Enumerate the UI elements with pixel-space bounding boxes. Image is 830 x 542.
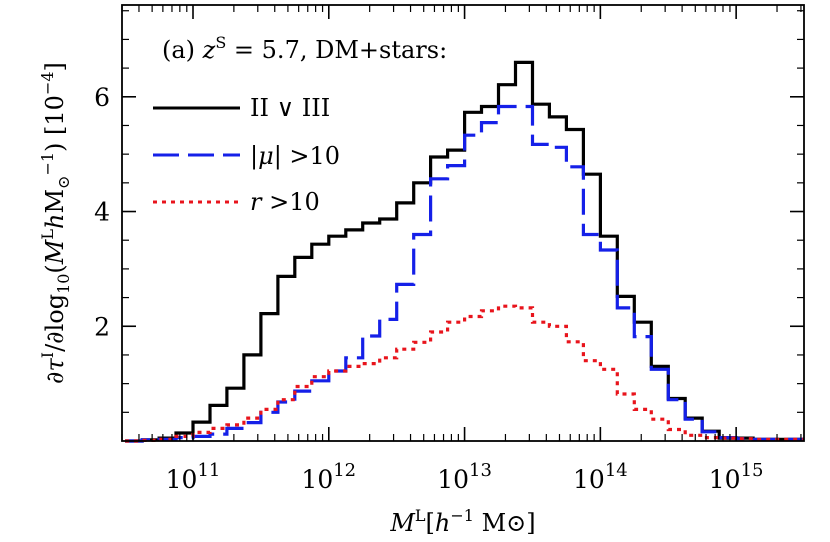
legend-label-r: r >10 bbox=[250, 188, 320, 216]
series-line-2 bbox=[125, 304, 804, 443]
plot-frame bbox=[121, 4, 805, 442]
x-tick-label: 1011 bbox=[166, 460, 221, 494]
series-line-0 bbox=[125, 60, 804, 443]
tick-layer: 1011 1012 1013 1014 1015 2 4 6 bbox=[94, 5, 804, 494]
x-tick-label: 1015 bbox=[709, 460, 764, 494]
series-line-1 bbox=[125, 104, 804, 443]
legend: II ∨ III |μ| >10 r >10 bbox=[153, 94, 340, 216]
x-axis-label: ML[h−1 M⊙] bbox=[389, 506, 535, 537]
y-axis-label: ∂τI/∂log10(MLhM⊙−1) [10−4] bbox=[38, 62, 73, 384]
y-tick-label: 2 bbox=[94, 312, 110, 341]
panel-label: (a) zS = 5.7, DM+stars: bbox=[162, 33, 447, 64]
x-tick-label: 1013 bbox=[437, 460, 492, 494]
x-tick-label: 1014 bbox=[573, 460, 628, 494]
x-tick-label: 1012 bbox=[301, 460, 356, 494]
y-tick-label: 4 bbox=[94, 198, 110, 227]
legend-label-mu: |μ| >10 bbox=[250, 142, 340, 171]
legend-label-ii-iii: II ∨ III bbox=[250, 94, 330, 122]
series-layer bbox=[125, 60, 804, 443]
y-tick-label: 6 bbox=[94, 83, 110, 112]
